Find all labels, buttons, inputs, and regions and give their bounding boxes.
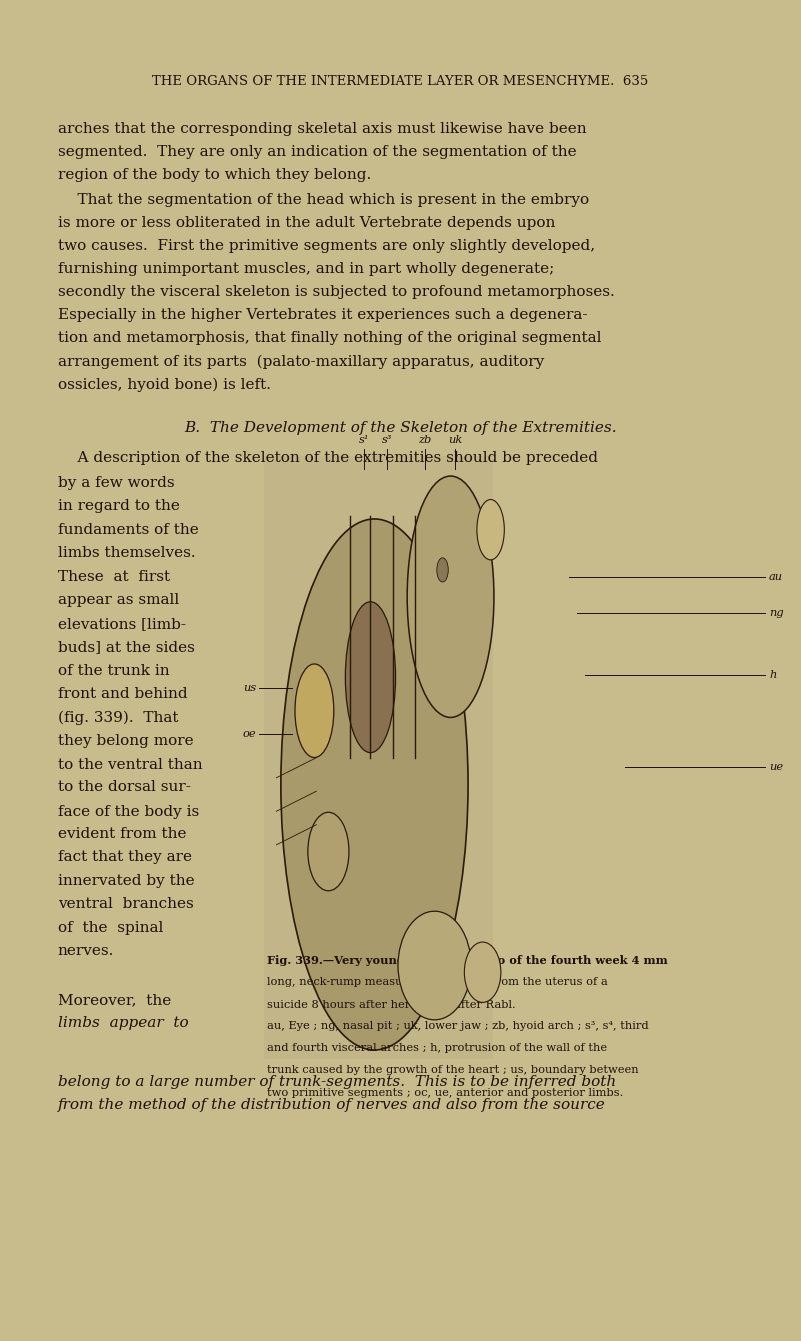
Bar xyxy=(264,456,493,1059)
Text: region of the body to which they belong.: region of the body to which they belong. xyxy=(58,168,371,182)
Text: furnishing unimportant muscles, and in part wholly degenerate;: furnishing unimportant muscles, and in p… xyxy=(58,263,554,276)
Text: buds] at the sides: buds] at the sides xyxy=(58,640,195,653)
Text: and fourth visceral arches ; h, protrusion of the wall of the: and fourth visceral arches ; h, protrusi… xyxy=(267,1043,607,1053)
Text: segmented.  They are only an indication of the segmentation of the: segmented. They are only an indication o… xyxy=(58,145,576,160)
Text: These  at  first: These at first xyxy=(58,570,170,583)
Text: limbs themselves.: limbs themselves. xyxy=(58,546,195,559)
Text: belong to a large number of trunk-segments.  This is to be inferred both: belong to a large number of trunk-segmen… xyxy=(58,1075,616,1089)
Ellipse shape xyxy=(281,519,468,1050)
Text: tion and metamorphosis, that finally nothing of the original segmental: tion and metamorphosis, that finally not… xyxy=(58,331,602,346)
Ellipse shape xyxy=(465,941,501,1003)
Text: long, neck-rump measurement;  taken from the uterus of a: long, neck-rump measurement; taken from … xyxy=(267,976,607,987)
Text: ossicles, hyoid bone) is left.: ossicles, hyoid bone) is left. xyxy=(58,378,271,392)
Text: THE ORGANS OF THE INTERMEDIATE LAYER OR MESENCHYME.  635: THE ORGANS OF THE INTERMEDIATE LAYER OR … xyxy=(152,75,649,89)
Text: au: au xyxy=(769,571,783,582)
Text: appear as small: appear as small xyxy=(58,593,179,606)
Ellipse shape xyxy=(407,476,494,717)
Text: B.  The Development of the Skeleton of the Extremities.: B. The Development of the Skeleton of th… xyxy=(184,421,617,434)
Text: uk: uk xyxy=(448,436,462,445)
Ellipse shape xyxy=(477,500,505,561)
Text: two primitive segments ; oc, ue, anterior and posterior limbs.: two primitive segments ; oc, ue, anterio… xyxy=(267,1088,623,1097)
Text: (fig. 339).  That: (fig. 339). That xyxy=(58,711,178,725)
Text: s³: s³ xyxy=(382,436,392,445)
Text: arches that the corresponding skeletal axis must likewise have been: arches that the corresponding skeletal a… xyxy=(58,122,586,135)
Text: h: h xyxy=(769,669,776,680)
Text: of the trunk in: of the trunk in xyxy=(58,664,169,677)
Text: ventral  branches: ventral branches xyxy=(58,897,193,911)
Text: innervated by the: innervated by the xyxy=(58,874,195,888)
Text: to the ventral than: to the ventral than xyxy=(58,758,203,771)
Text: au, Eye ; ng, nasal pit ; uk, lower jaw ; zb, hyoid arch ; s³, s⁴, third: au, Eye ; ng, nasal pit ; uk, lower jaw … xyxy=(267,1022,648,1031)
Text: elevations [limb-: elevations [limb- xyxy=(58,617,186,630)
Text: fundaments of the: fundaments of the xyxy=(58,523,199,536)
Text: us: us xyxy=(243,683,256,693)
Ellipse shape xyxy=(398,912,471,1019)
Text: trunk caused by the growth of the heart ; us, boundary between: trunk caused by the growth of the heart … xyxy=(267,1066,638,1075)
Text: suicide 8 hours after her death, after Rabl.: suicide 8 hours after her death, after R… xyxy=(267,999,516,1008)
Text: A description of the skeleton of the extremities should be preceded: A description of the skeleton of the ext… xyxy=(58,451,598,464)
Ellipse shape xyxy=(308,813,349,890)
Text: nerves.: nerves. xyxy=(58,944,114,957)
Text: Especially in the higher Vertebrates it experiences such a degenera-: Especially in the higher Vertebrates it … xyxy=(58,308,587,322)
Text: two causes.  First the primitive segments are only slightly developed,: two causes. First the primitive segments… xyxy=(58,239,595,253)
Text: they belong more: they belong more xyxy=(58,734,193,747)
Text: arrangement of its parts  (palato-maxillary apparatus, auditory: arrangement of its parts (palato-maxilla… xyxy=(58,354,544,369)
Text: secondly the visceral skeleton is subjected to profound metamorphoses.: secondly the visceral skeleton is subjec… xyxy=(58,286,614,299)
Text: is more or less obliterated in the adult Vertebrate depends upon: is more or less obliterated in the adult… xyxy=(58,216,555,231)
Text: from the method of the distribution of nerves and also from the source: from the method of the distribution of n… xyxy=(58,1098,606,1112)
Text: face of the body is: face of the body is xyxy=(58,805,199,818)
Text: of  the  spinal: of the spinal xyxy=(58,921,163,935)
Text: ng: ng xyxy=(769,607,783,618)
Text: limbs  appear  to: limbs appear to xyxy=(58,1016,188,1030)
Text: zb: zb xyxy=(418,436,431,445)
Text: fact that they are: fact that they are xyxy=(58,850,191,864)
Ellipse shape xyxy=(345,602,396,752)
Text: evident from the: evident from the xyxy=(58,827,186,841)
Text: That the segmentation of the head which is present in the embryo: That the segmentation of the head which … xyxy=(58,193,589,207)
Text: Fig. 339.—Very young human embryo of the fourth week 4 mm: Fig. 339.—Very young human embryo of the… xyxy=(267,955,667,966)
Text: s¹: s¹ xyxy=(360,436,369,445)
Text: ue: ue xyxy=(769,762,783,772)
Text: oe: oe xyxy=(243,728,256,739)
Text: front and behind: front and behind xyxy=(58,687,187,700)
Text: in regard to the: in regard to the xyxy=(58,499,179,512)
Text: by a few words: by a few words xyxy=(58,476,175,489)
Text: to the dorsal sur-: to the dorsal sur- xyxy=(58,780,191,794)
Ellipse shape xyxy=(295,664,334,758)
Ellipse shape xyxy=(437,558,449,582)
Text: Moreover,  the: Moreover, the xyxy=(58,994,171,1007)
